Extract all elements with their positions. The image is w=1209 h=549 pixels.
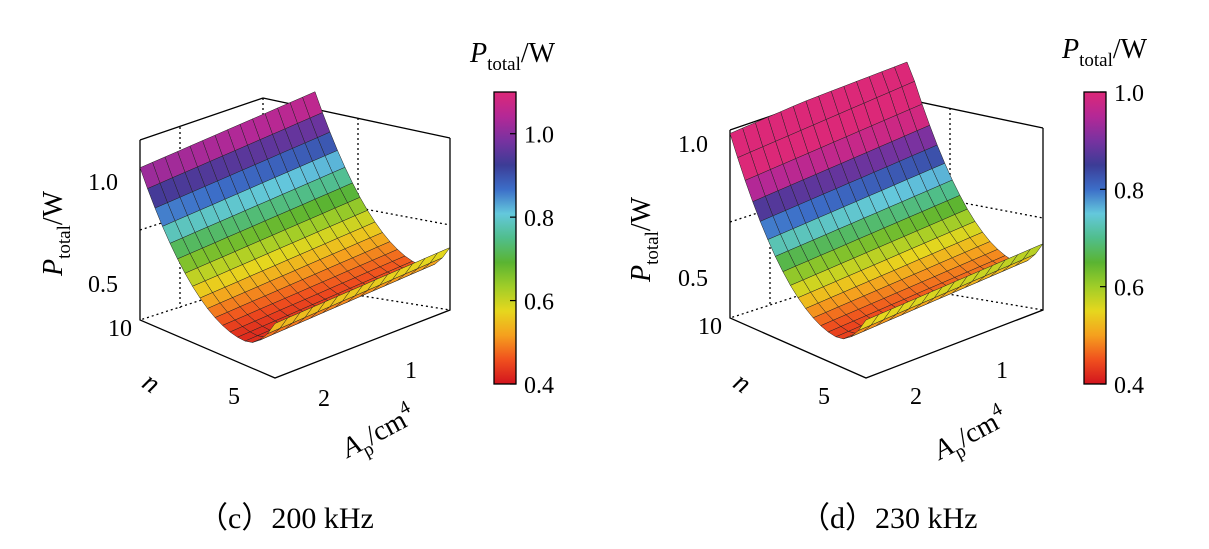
chart-c-y-tick-2: 5 [228, 384, 240, 410]
chart-c-z-tick-1: 1.0 [88, 170, 118, 196]
chart-d-x-tick-2: 2 [910, 384, 922, 410]
colorbar-tick-label: 0.4 [524, 373, 554, 399]
chart-c-caption: （c）200 kHz [198, 502, 374, 535]
chart-c-surface [139, 91, 451, 343]
chart-d-colorbar-ticks: 1.0 0.8 0.6 0.4 [1100, 81, 1144, 399]
chart-d-z-tick-2: 0.5 [678, 266, 708, 292]
chart-d-x-tick-1: 1 [996, 358, 1008, 384]
chart-c: 1.0 0.5 10 5 1 2 n Ptotal/W Ap/cm4 1.0 0.… [38, 38, 556, 535]
chart-d-y-tick-2: 5 [818, 384, 830, 410]
colorbar-tick-label: 1.0 [1114, 81, 1144, 107]
surface-cell [857, 314, 880, 332]
chart-d-caption: （d）230 kHz [800, 502, 977, 535]
chart-d-z-label: Ptotal/W [626, 196, 663, 283]
colorbar-tick-label: 0.6 [524, 290, 554, 316]
chart-c-z-tick-2: 0.5 [88, 272, 118, 298]
colorbar-tick-label: 0.8 [524, 206, 554, 232]
chart-d-y-tick-1: 10 [698, 314, 722, 340]
surface-cell [266, 317, 289, 335]
chart-c-x-tick-1: 1 [405, 358, 417, 384]
colorbar-tick-label: 1.0 [524, 123, 554, 149]
chart-d-colorbar-title: Ptotal/W [1061, 34, 1148, 71]
chart-c-x-label: Ap/cm4 [333, 396, 423, 470]
chart-c-colorbar [493, 91, 517, 385]
chart-d-colorbar [1083, 91, 1107, 385]
chart-c-colorbar-ticks: 1.0 0.8 0.6 0.4 [510, 123, 554, 399]
chart-c-z-label: Ptotal/W [38, 190, 75, 277]
chart-c-x-tick-2: 2 [318, 386, 330, 412]
chart-d-z-tick-1: 1.0 [678, 132, 708, 158]
chart-d-y-label: n [728, 367, 757, 400]
chart-c-colorbar-title: Ptotal/W [469, 38, 556, 75]
colorbar-tick-label: 0.8 [1114, 178, 1144, 204]
colorbar-tick-label: 0.4 [1114, 373, 1144, 399]
chart-d: 1.0 0.5 10 5 1 2 n Ptotal/W Ap/cm4 1.0 0.… [626, 34, 1148, 535]
chart-c-y-tick-1: 10 [108, 316, 132, 342]
chart-d-x-label: Ap/cm4 [925, 398, 1015, 472]
chart-d-surface [729, 61, 1044, 340]
chart-c-y-label: n [137, 367, 166, 400]
colorbar-tick-label: 0.6 [1114, 276, 1144, 302]
